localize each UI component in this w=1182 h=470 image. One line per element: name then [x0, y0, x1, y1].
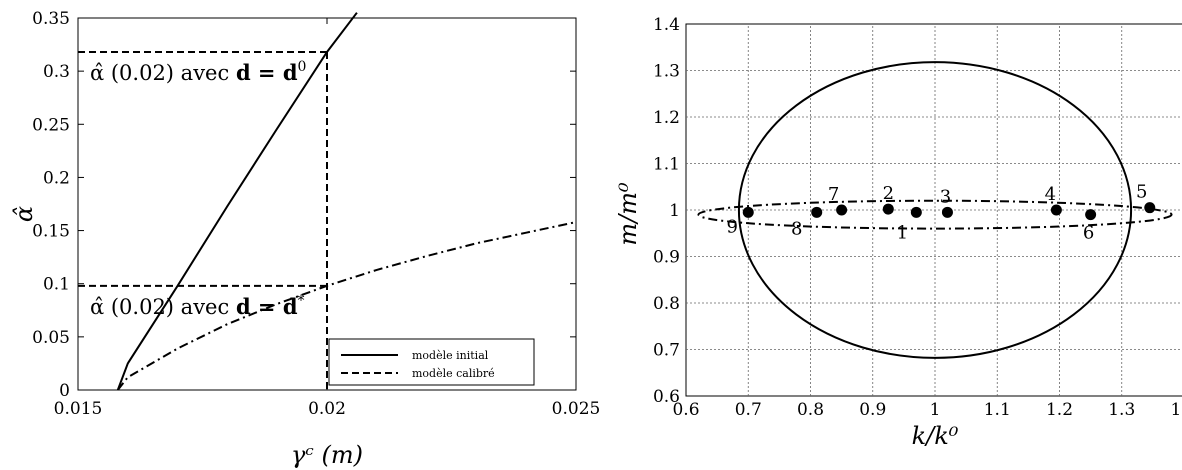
annotation-text: α̂ (0.02) avec [90, 295, 236, 319]
right-ticks: 0.6 0.7 0.8 0.9 1 1.1 1.2 1.3 1.4 0.6 0.7 0.8 0.9 1 1.… [653, 15, 1182, 420]
y-tick-label: 0.1 [43, 275, 70, 295]
x-tick-label: 1.1 [984, 400, 1011, 420]
data-point [1050, 204, 1062, 216]
left-xlabel: γᶜ (m) [291, 441, 363, 469]
annotation-bold: d = d [236, 60, 298, 85]
annotation-label: α̂ (0.02) avec d = d0 [90, 59, 306, 85]
annotation-label: α̂ (0.02) avec d = d* [90, 293, 305, 319]
left-annotations: α̂ (0.02) avec d = d0α̂ (0.02) avec d = … [78, 51, 328, 390]
point-label: 1 [897, 222, 908, 243]
legend-label-calibrated: modèle calibré [412, 367, 495, 380]
right-xlabel: k/k⁰ [912, 422, 959, 450]
x-tick-label: 0.015 [54, 399, 103, 419]
data-point [882, 203, 894, 215]
point-label: 2 [883, 183, 894, 204]
annotation-bold: d = d [236, 294, 298, 319]
x-tick-label: 1 [930, 400, 941, 420]
y-tick-label: 1 [669, 201, 680, 221]
x-tick-label: 0.8 [797, 400, 824, 420]
x-tick-label: 0.025 [552, 399, 601, 419]
x-tick-label: 0.9 [859, 400, 886, 420]
y-tick-label: 0.9 [653, 248, 680, 268]
right-points: 12 3 4 5 6 7 8 9 [727, 182, 1156, 244]
y-tick-label: 0.05 [32, 328, 70, 348]
y-tick-label: 0.35 [32, 9, 70, 29]
y-tick-label: 1.4 [653, 15, 680, 35]
y-tick-label: 0.6 [653, 387, 680, 407]
ellipse-dashdot [697, 199, 1173, 230]
x-tick-label: 0.02 [308, 399, 346, 419]
y-tick-label: 1.1 [653, 155, 680, 175]
point-label: 4 [1045, 184, 1056, 205]
x-tick-label: 0.7 [735, 400, 762, 420]
left-ticks: 0.015 0.02 0.025 0 0.05 0.1 0.15 0.2 0.25 0.3 0.35 [32, 9, 600, 419]
y-tick-label: 0.8 [653, 294, 680, 314]
left-chart: 0.015 0.02 0.025 0 0.05 0.1 0.15 0.2 0.25 0.3 0.35… [10, 9, 600, 469]
data-point [910, 206, 922, 218]
y-tick-label: 0.25 [32, 115, 70, 135]
left-ylabel: α̂ [10, 206, 38, 222]
y-tick-label: 0.3 [43, 62, 70, 82]
x-tick-label: 0.6 [672, 400, 699, 420]
y-tick-label: 0.15 [32, 222, 70, 242]
y-tick-label: 1.3 [653, 62, 680, 82]
annotation-text: α̂ (0.02) avec [90, 61, 236, 85]
data-point [1144, 202, 1156, 214]
right-chart: 0.6 0.7 0.8 0.9 1 1.1 1.2 1.3 1.4 0.6 0.7 0.8 0.9 1 1.… [614, 15, 1182, 450]
legend-box [328, 338, 535, 386]
point-label: 3 [940, 186, 951, 207]
x-tick-label: 1.4 [1170, 400, 1182, 420]
y-tick-label: 0 [59, 381, 70, 401]
annotation-sup: * [298, 293, 305, 309]
data-point [941, 206, 953, 218]
data-point [1085, 209, 1097, 221]
data-point [836, 204, 848, 216]
data-point [811, 206, 823, 218]
y-tick-label: 0.2 [43, 168, 70, 188]
point-label: 9 [727, 216, 738, 237]
annotation-sup: 0 [298, 59, 307, 75]
data-point [742, 206, 754, 218]
x-tick-label: 1.2 [1046, 400, 1073, 420]
left-legend: modèle initial modèle calibré [328, 338, 535, 386]
point-label: 5 [1136, 182, 1147, 203]
legend-label-initial: modèle initial [412, 349, 489, 362]
right-ylabel: m/m⁰ [614, 182, 642, 246]
point-label: 8 [791, 218, 802, 239]
x-tick-label: 1.3 [1108, 400, 1135, 420]
ellipse-solid [737, 61, 1133, 359]
y-tick-label: 1.2 [653, 108, 680, 128]
point-label: 7 [828, 184, 839, 205]
point-label: 6 [1083, 223, 1094, 244]
y-tick-label: 0.7 [653, 341, 680, 361]
right-ellipses [697, 61, 1173, 359]
